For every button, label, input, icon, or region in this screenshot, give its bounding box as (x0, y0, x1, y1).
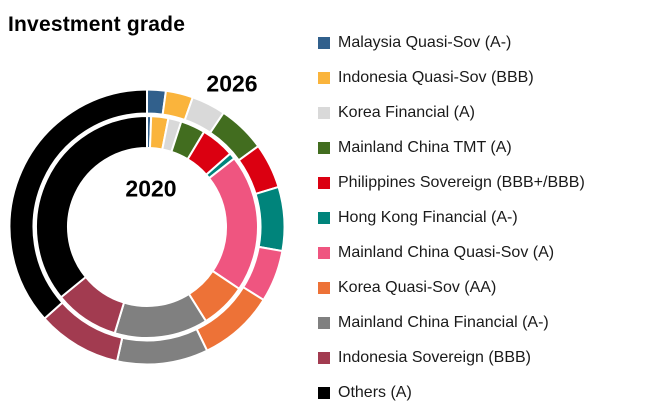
legend-label: Korea Financial (A) (338, 103, 475, 121)
ring-2026-segment-5 (254, 185, 286, 253)
legend-item: Hong Kong Financial (A-) (318, 200, 585, 235)
legend-item: Korea Financial (A) (318, 95, 585, 130)
legend-label: Korea Quasi-Sov (AA) (338, 278, 497, 296)
ring-label-2026: 2026 (206, 70, 258, 97)
legend-swatch (318, 351, 330, 364)
legend-swatch (318, 281, 330, 294)
legend-item: Mainland China Financial (A-) (318, 305, 585, 340)
legend-label: Indonesia Sovereign (BBB) (338, 348, 531, 366)
legend-swatch (318, 36, 330, 49)
legend-item: Philippines Sovereign (BBB+/BBB) (318, 165, 585, 200)
ring-label-2020: 2020 (125, 175, 177, 202)
legend-swatch (318, 71, 330, 84)
legend-swatch (318, 246, 330, 259)
legend-label: Philippines Sovereign (BBB+/BBB) (338, 173, 585, 191)
legend-swatch (318, 316, 330, 329)
legend-label: Mainland China Financial (A-) (338, 313, 549, 331)
legend-item: Mainland China TMT (A) (318, 130, 585, 165)
legend-label: Mainland China TMT (A) (338, 138, 512, 156)
legend-item: Others (A) (318, 375, 585, 410)
legend-label: Indonesia Quasi-Sov (BBB) (338, 68, 534, 86)
legend-label: Others (A) (338, 383, 412, 401)
ring-2020-segment-10 (35, 115, 148, 299)
legend-swatch (318, 386, 330, 399)
legend-swatch (318, 141, 330, 154)
legend-item: Malaysia Quasi-Sov (A-) (318, 25, 585, 60)
legend-item: Mainland China Quasi-Sov (A) (318, 235, 585, 270)
legend-swatch (318, 106, 330, 119)
legend-item: Indonesia Sovereign (BBB) (318, 340, 585, 375)
legend-swatch (318, 176, 330, 189)
legend-label: Mainland China Quasi-Sov (A) (338, 243, 555, 261)
legend-label: Malaysia Quasi-Sov (A-) (338, 33, 512, 51)
ring-2026-segment-10 (8, 88, 148, 320)
legend: Malaysia Quasi-Sov (A-) Indonesia Quasi-S… (318, 25, 585, 410)
chart-title: Investment grade (8, 13, 186, 36)
legend-label: Hong Kong Financial (A-) (338, 208, 518, 226)
legend-item: Korea Quasi-Sov (AA) (318, 270, 585, 305)
legend-item: Indonesia Quasi-Sov (BBB) (318, 60, 585, 95)
legend-swatch (318, 211, 330, 224)
